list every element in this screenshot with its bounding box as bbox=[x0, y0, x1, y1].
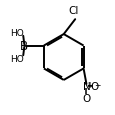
Text: HO: HO bbox=[10, 55, 24, 64]
Text: N: N bbox=[82, 82, 90, 91]
Text: HO: HO bbox=[10, 29, 24, 37]
Text: −: − bbox=[93, 80, 100, 89]
Text: B: B bbox=[20, 40, 28, 53]
Text: +: + bbox=[85, 80, 91, 89]
Text: Cl: Cl bbox=[68, 6, 79, 15]
Text: O: O bbox=[90, 82, 98, 91]
Text: O: O bbox=[82, 93, 90, 103]
